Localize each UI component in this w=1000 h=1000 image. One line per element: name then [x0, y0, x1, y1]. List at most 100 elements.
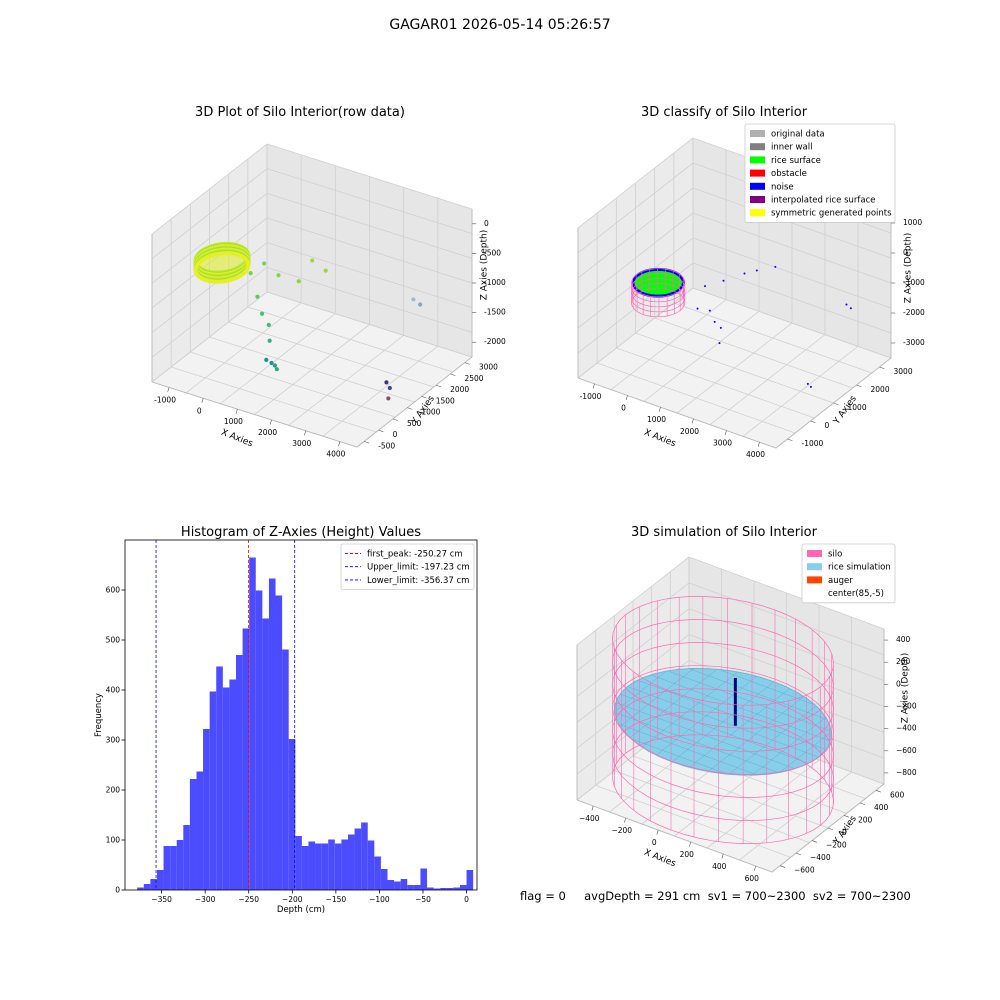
histogram-bar [354, 828, 362, 890]
tick-mark [787, 438, 793, 442]
tick-mark [779, 865, 786, 868]
histogram-bar [440, 888, 447, 890]
tick-label: 1000 [421, 408, 440, 417]
tick-mark [624, 817, 627, 823]
tick-mark [392, 418, 398, 421]
wall-grid-line [688, 582, 885, 656]
histogram-bar [143, 884, 151, 890]
tick-label: 0 [903, 248, 908, 257]
legend-swatch [750, 130, 765, 137]
tick-label: 2000 [258, 428, 277, 437]
legend-swatch [750, 156, 765, 164]
y-tick-label: 200 [106, 786, 121, 795]
histogram-bar [295, 836, 302, 890]
floor-grid-line [673, 302, 872, 374]
histogram-bar [427, 887, 434, 890]
x-tick-label: −300 [195, 895, 216, 904]
histogram-bar [156, 870, 164, 890]
legend-swatch [750, 169, 765, 177]
data-point [310, 258, 315, 263]
histogram-bar [394, 881, 401, 890]
noise-point [774, 265, 777, 268]
tick-mark [795, 852, 802, 856]
tick-label: 200 [680, 850, 695, 859]
y-tick-label: 300 [106, 736, 121, 745]
tick-label: -3000 [903, 338, 925, 347]
tick-label: 0 [621, 404, 626, 413]
histogram-bar [420, 868, 428, 890]
wall-grid-line [151, 168, 268, 259]
data-point [269, 360, 274, 366]
rice-mesh-line [720, 669, 814, 705]
z-axis-label: Z Axies (Depth) [480, 230, 490, 301]
legend-label: inner wall [771, 143, 812, 153]
tick-label: 3000 [479, 363, 498, 372]
histogram-bar [400, 879, 408, 890]
noise-point [713, 320, 716, 323]
histogram-bar [301, 846, 309, 890]
simulation-3d-axes: −400−2000200400600−600−400−2000200400600… [576, 543, 917, 883]
tick-mark [304, 430, 307, 436]
legend-swatch [750, 196, 765, 203]
x-tick-label: −50 [415, 895, 431, 904]
data-point [411, 297, 416, 302]
legend-swatch [807, 563, 822, 571]
tick-label: 1500 [436, 396, 455, 405]
raw-3d-axes: -1000 0 1000 2000 3000 4000 -500 0 500 1000 1500 20… [151, 143, 506, 459]
tick-label: -2000 [903, 308, 925, 317]
histogram-bar [183, 825, 190, 890]
z-axis-label: Z Axies (Depth) [901, 653, 911, 724]
histogram-bar [361, 822, 368, 890]
legend-label: center(85,-5) [828, 589, 884, 599]
legend-swatch [750, 143, 765, 151]
tick-mark [691, 418, 694, 424]
rice-mesh-line [729, 706, 816, 774]
axis-edge [576, 783, 885, 873]
histogram-bar [328, 839, 335, 890]
y-tick-label: 100 [106, 836, 121, 845]
histogram-bar [222, 687, 230, 890]
panel-title: 3D Plot of Silo Interior(row data) [195, 105, 405, 120]
ring-layer [193, 251, 251, 284]
tick-mark [811, 840, 818, 843]
tick-label: 0 [842, 828, 847, 837]
rice-mesh-line [690, 668, 826, 720]
tick-label: 0 [197, 406, 202, 415]
legend-label: rice surface [771, 156, 821, 166]
legend-label: noise [771, 182, 794, 192]
tick-mark [724, 430, 727, 436]
tick-mark [875, 790, 882, 793]
tick-mark [859, 802, 866, 805]
tick-mark [810, 420, 816, 424]
tick-label: 4000 [326, 450, 345, 459]
x-axis-label: X Axies [643, 428, 678, 450]
y-tick-label: 0 [115, 886, 120, 895]
data-point [248, 271, 253, 276]
rice-mesh-line [752, 717, 826, 775]
x-tick-label: −150 [326, 895, 347, 904]
legend-label: symmetric generated points [771, 209, 892, 219]
histogram-bar [341, 839, 348, 890]
tick-label: 1000 [647, 415, 666, 424]
noise-point [718, 342, 721, 345]
data-point [384, 380, 389, 385]
tick-mark [656, 829, 659, 835]
status-readout: flag = 0 avgDepth = 291 cm sv1 = 700~230… [520, 889, 911, 903]
histogram-bar [242, 628, 250, 890]
tick-label: −800 [896, 768, 917, 777]
data-point [276, 273, 281, 278]
wall-grid-line [576, 556, 690, 646]
histogram-bar [374, 856, 381, 890]
legend-label: interpolated rice surface [771, 196, 876, 206]
x-tick-label: −200 [282, 895, 303, 904]
tick-mark [450, 373, 456, 376]
tick-mark [464, 362, 470, 365]
tick-label: -2000 [484, 337, 506, 346]
tick-mark [235, 408, 238, 414]
x-axis-label: Depth (cm) [277, 905, 325, 915]
histogram-bar [163, 846, 171, 890]
plot-frame [124, 539, 478, 891]
floor-grid-line [692, 287, 892, 359]
tick-label: −200 [826, 841, 847, 850]
noise-point [849, 307, 852, 310]
